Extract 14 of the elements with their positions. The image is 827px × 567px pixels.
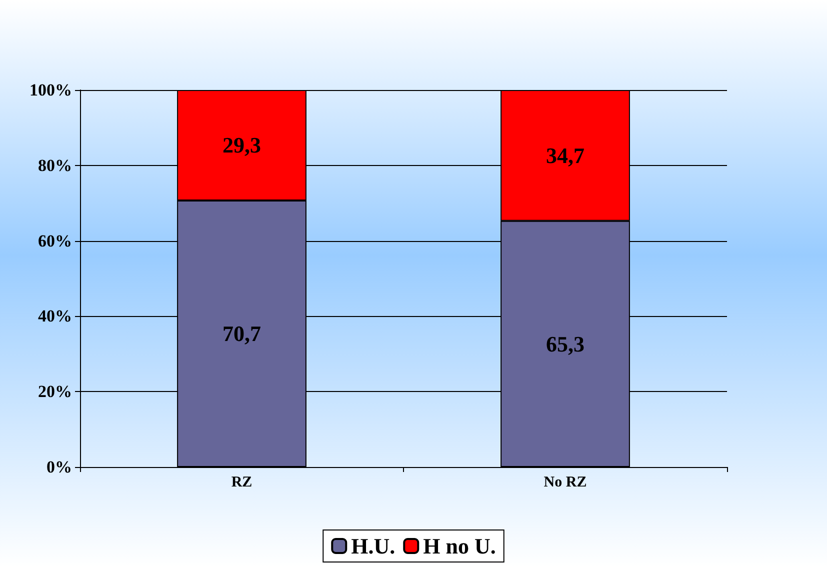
y-tick-label: 80%	[38, 156, 72, 175]
legend-label: H.U.	[351, 534, 396, 558]
data-label: 70,7	[222, 321, 261, 346]
data-label: 29,3	[222, 132, 261, 158]
y-tick-label: 40%	[38, 306, 72, 326]
y-tick-label: 20%	[38, 382, 72, 402]
x-tick-label: No RZ	[544, 474, 587, 490]
y-tick-label: 60%	[38, 231, 72, 250]
x-tick-label: RZ	[231, 474, 252, 490]
data-label: 65,3	[546, 331, 584, 356]
data-label: 34,7	[546, 142, 584, 168]
legend-label: H no U.	[423, 534, 496, 558]
y-tick-label: 100%	[30, 80, 72, 100]
y-tick-label: 0%	[46, 458, 72, 476]
